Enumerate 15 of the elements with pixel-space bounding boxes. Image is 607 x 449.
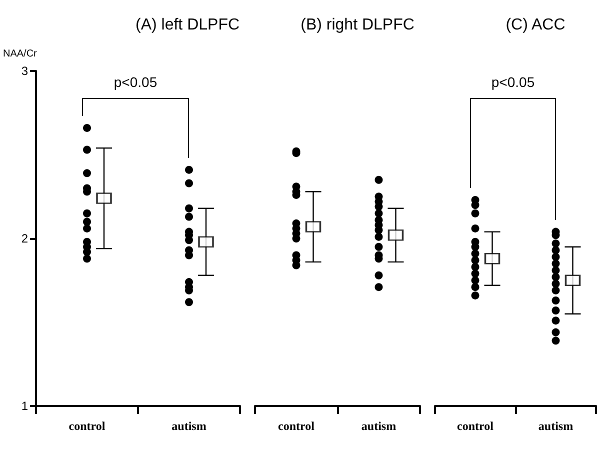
x-tick-label: control bbox=[457, 419, 494, 433]
annotation: p<0.05 bbox=[491, 74, 535, 90]
x-tick-label: autism bbox=[538, 419, 574, 433]
x-tick-label: control bbox=[278, 419, 316, 433]
annotation: p<0.05 bbox=[114, 74, 158, 90]
y-tick-label: 1 bbox=[21, 399, 28, 413]
x-tick-label: control bbox=[68, 419, 106, 433]
y-axis-title: NAA/Cr bbox=[3, 48, 38, 60]
chart-title: (C) ACC bbox=[506, 16, 566, 34]
chart-title: (B) right DLPFC bbox=[300, 16, 414, 34]
y-tick-label: 3 bbox=[21, 64, 28, 78]
x-tick-label: autism bbox=[172, 419, 206, 433]
x-tick-label: autism bbox=[361, 419, 396, 433]
chart-title: (A) left DLPFC bbox=[135, 16, 240, 34]
y-tick-label: 2 bbox=[21, 232, 28, 246]
